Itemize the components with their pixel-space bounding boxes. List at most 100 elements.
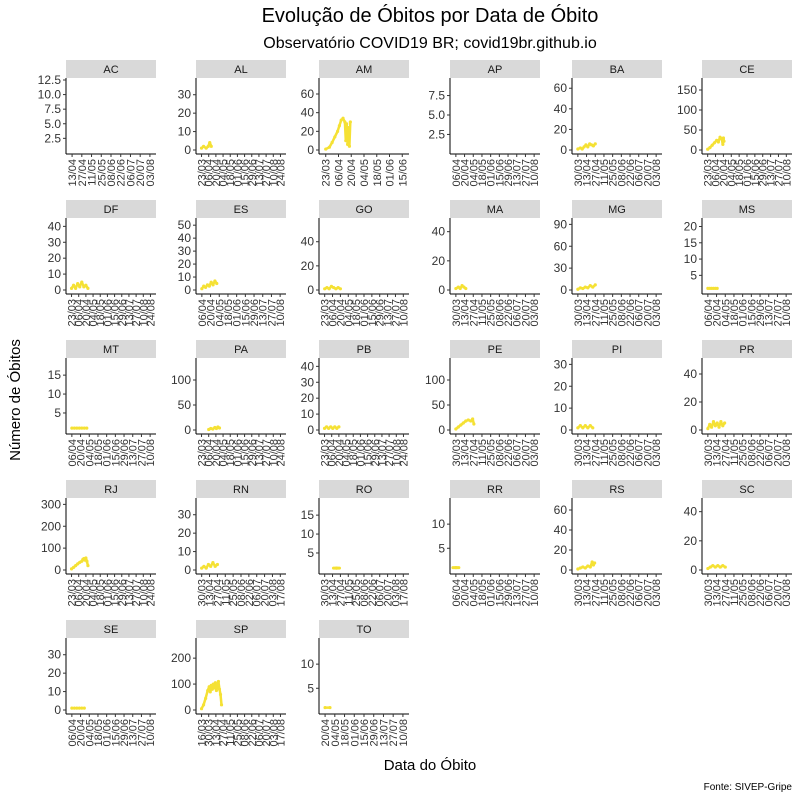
data-point xyxy=(209,564,213,568)
x-tick-label: 04/05 xyxy=(343,299,355,327)
x-tick-label: 15/06 xyxy=(240,159,252,187)
facet-strip xyxy=(196,60,286,78)
x-tick-label: 29/06 xyxy=(117,579,129,607)
x-tick-label: 20/04 xyxy=(320,719,332,747)
x-tick-label: 23/03 xyxy=(197,439,209,467)
data-point xyxy=(209,280,213,284)
facet-panel: PI010203030/0313/0427/0411/0525/0508/062… xyxy=(554,340,663,467)
data-point xyxy=(335,129,340,133)
facet-strip-label: DF xyxy=(104,204,119,216)
data-point xyxy=(708,565,712,569)
y-tick-label: 20 xyxy=(48,666,62,680)
x-tick-label: 11/05 xyxy=(87,159,99,186)
x-tick-label: 13/07 xyxy=(378,719,390,747)
x-tick-label: 10/08 xyxy=(781,299,793,327)
x-tick-label: 10/08 xyxy=(398,719,410,747)
facet-strip xyxy=(572,480,662,498)
data-point xyxy=(464,419,468,423)
data-point xyxy=(86,286,90,291)
x-tick-label: 20/04 xyxy=(718,159,730,187)
facet-panel: RJ 0 100 200 300 23/0306/0420/0404/0518/0501/… xyxy=(41,480,157,607)
x-tick-label: 27/04 xyxy=(590,579,602,607)
x-tick-label: 04/05 xyxy=(88,579,100,607)
facet-strip-label: RJ xyxy=(104,484,117,496)
x-tick-label: 11/05 xyxy=(599,439,611,466)
x-tick-label: 10/08 xyxy=(138,299,150,327)
data-point xyxy=(461,421,465,425)
data-point xyxy=(200,287,204,291)
facet-panel: MT 5 10 15 06/0420/0404/0518/0501/0615/0629/… xyxy=(48,340,157,467)
data-point xyxy=(454,565,458,570)
data-point xyxy=(203,285,208,290)
facet-strip-label: AL xyxy=(234,64,247,76)
x-tick-label: 17/08 xyxy=(275,579,287,607)
data-point xyxy=(576,287,580,291)
facet-panel: AM 0 20 40 60 23/03 06/04 20/04 04/05 18/05 01/06 1… xyxy=(301,60,409,187)
x-tick-label: 27/07 xyxy=(388,719,400,747)
x-tick-label: 10/08 xyxy=(781,159,793,187)
data-point xyxy=(200,566,204,570)
data-point xyxy=(576,147,580,151)
data-point xyxy=(204,696,208,700)
x-tick-label: 27/04 xyxy=(720,579,732,607)
x-tick-label: 01/06 xyxy=(742,159,754,187)
data-point xyxy=(713,424,717,428)
x-tick-label: 22/06 xyxy=(625,159,637,187)
x-tick-label: 29/06 xyxy=(117,299,129,327)
x-tick-label: 18/05 xyxy=(93,439,105,467)
data-point xyxy=(706,147,710,151)
data-point xyxy=(712,141,717,145)
data-point xyxy=(206,562,211,567)
x-tick-label: 22/06 xyxy=(755,439,767,467)
data-point xyxy=(213,564,217,568)
x-tick-label: 08/06 xyxy=(359,579,371,607)
data-point xyxy=(80,280,84,284)
x-tick-label: 01/06 xyxy=(385,159,397,187)
x-tick-label: 25/05 xyxy=(738,579,750,607)
x-tick-label: 27/04 xyxy=(212,579,224,607)
facet-strip xyxy=(196,200,286,218)
x-tick-label: 13/07 xyxy=(377,439,389,467)
x-tick-label: 24/08 xyxy=(145,579,157,607)
y-tick-label: 7.5 xyxy=(44,102,61,116)
x-tick-label: 30/03 xyxy=(451,299,463,327)
data-point xyxy=(590,560,594,564)
data-point xyxy=(85,559,89,563)
data-point xyxy=(454,427,458,431)
y-tick-label: 100 xyxy=(41,541,61,555)
facet-panel: PR 0 20 40 30/0313/0427/0411/0525/0508/0622/… xyxy=(684,340,793,467)
x-tick-label: 13/04 xyxy=(712,579,724,607)
x-tick-label: 27/07 xyxy=(261,159,273,187)
x-tick-label: 13/04 xyxy=(211,719,223,747)
x-tick-label: 08/06 xyxy=(616,299,628,327)
y-tick-label: 0 xyxy=(560,283,567,297)
facet-strip-label: MS xyxy=(739,204,756,216)
data-point xyxy=(459,423,463,427)
data-point xyxy=(588,565,592,569)
x-tick-label: 11/05 xyxy=(599,299,611,326)
facet-strip-label: ES xyxy=(234,204,249,216)
data-point xyxy=(72,706,76,710)
x-tick-label: 30/03 xyxy=(573,159,585,187)
data-point xyxy=(591,426,595,430)
data-point xyxy=(715,421,719,425)
y-tick-label: 10 xyxy=(301,527,315,541)
x-tick-label: 25/05 xyxy=(608,439,620,467)
y-tick-label: 10 xyxy=(301,657,315,671)
data-point xyxy=(346,126,351,130)
data-point xyxy=(82,426,86,430)
x-tick-label: 15/06 xyxy=(746,299,758,327)
facet-panel: RS020406030/0313/0427/0411/0525/0508/062… xyxy=(554,480,663,607)
x-tick-label: 08/06 xyxy=(494,299,506,327)
facet-strip-label: SC xyxy=(739,484,754,496)
data-point xyxy=(593,142,597,146)
y-tick-label: 100 xyxy=(171,677,191,691)
x-tick-label: 27/07 xyxy=(520,579,532,607)
data-point xyxy=(586,286,590,290)
data-point xyxy=(716,564,720,568)
x-tick-label: 27/07 xyxy=(520,159,532,187)
y-tick-label: 0 xyxy=(184,283,191,297)
x-tick-label: 15/06 xyxy=(363,439,375,467)
data-point xyxy=(69,286,74,291)
data-point xyxy=(721,142,725,146)
